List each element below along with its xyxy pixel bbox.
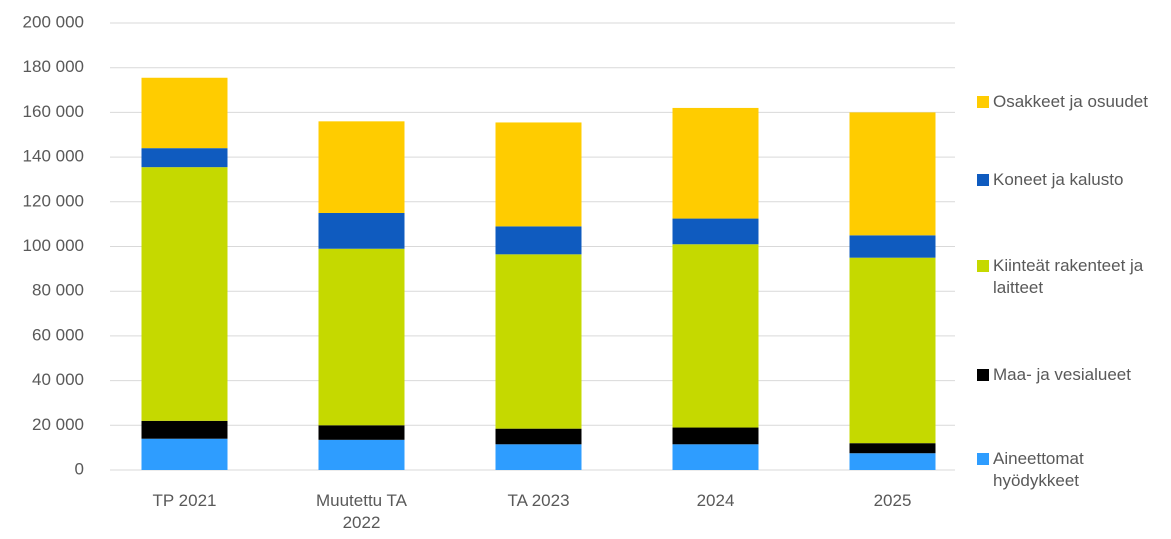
bar-segment — [318, 248, 405, 426]
bar-segment — [849, 443, 936, 454]
legend-item: Aineettomat hyödykkeet — [977, 448, 1163, 492]
legend-item: Maa- ja vesialueet — [977, 364, 1163, 386]
legend-swatch — [977, 453, 989, 465]
y-tick-label: 100 000 — [23, 236, 84, 255]
bar-segment — [495, 254, 582, 429]
bar-segment — [495, 444, 582, 470]
bar-segment — [141, 420, 228, 439]
y-tick-label: 180 000 — [23, 57, 84, 76]
bar-segment — [672, 107, 759, 219]
y-tick-label: 200 000 — [23, 12, 84, 31]
x-tick-label: Muutettu TA 2022 — [315, 491, 408, 532]
bar-segment — [141, 77, 228, 149]
bar-segment — [495, 122, 582, 227]
legend-item: Kiinteät rakenteet ja laitteet — [977, 255, 1163, 299]
legend-label: Koneet ja kalusto — [993, 170, 1124, 189]
bar-segment — [849, 235, 936, 258]
bar-segment — [141, 167, 228, 421]
bar-segment — [495, 428, 582, 445]
y-tick-label: 0 — [75, 459, 84, 478]
x-tick-label: TP 2021 — [152, 491, 217, 510]
legend-item: Osakkeet ja osuudet — [977, 91, 1163, 113]
bar-segment — [849, 112, 936, 236]
bar-segment — [318, 121, 405, 213]
bar-segment — [672, 444, 759, 470]
y-tick-label: 20 000 — [32, 415, 84, 434]
legend-swatch — [977, 174, 989, 186]
legend-label: Aineettomat hyödykkeet — [993, 449, 1084, 490]
bar-segment — [318, 212, 405, 249]
y-tick-label: 40 000 — [32, 370, 84, 389]
bar-segment — [495, 226, 582, 255]
bar-segment — [318, 425, 405, 440]
y-tick-label: 160 000 — [23, 102, 84, 121]
y-tick-label: 60 000 — [32, 325, 84, 344]
legend-swatch — [977, 369, 989, 381]
legend-label: Kiinteät rakenteet ja laitteet — [993, 256, 1144, 297]
bar-segment — [672, 244, 759, 428]
legend-item: Koneet ja kalusto — [977, 169, 1163, 191]
legend-label: Maa- ja vesialueet — [993, 365, 1131, 384]
bar-segment — [849, 257, 936, 444]
bar-segment — [672, 427, 759, 445]
x-tick-label: 2024 — [696, 491, 735, 510]
bar-segment — [141, 438, 228, 470]
legend-label: Osakkeet ja osuudet — [993, 92, 1148, 111]
x-tick-label: 2025 — [873, 491, 912, 510]
bar-segment — [141, 148, 228, 168]
bar-segment — [318, 439, 405, 470]
bar-segment — [672, 218, 759, 245]
legend-swatch — [977, 96, 989, 108]
y-tick-label: 140 000 — [23, 147, 84, 166]
x-tick-label: TA 2023 — [507, 491, 570, 510]
bar-segment — [849, 453, 936, 470]
y-tick-label: 80 000 — [32, 281, 84, 300]
legend-swatch — [977, 260, 989, 272]
y-tick-label: 120 000 — [23, 191, 84, 210]
